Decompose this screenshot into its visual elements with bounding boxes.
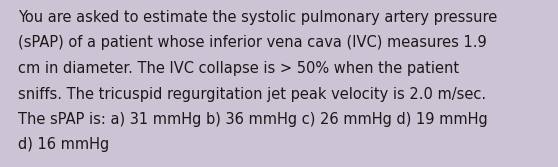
Text: sniffs. The tricuspid regurgitation jet peak velocity is 2.0 m/sec.: sniffs. The tricuspid regurgitation jet … bbox=[18, 87, 486, 102]
Text: The sPAP is: a) 31 mmHg b) 36 mmHg c) 26 mmHg d) 19 mmHg: The sPAP is: a) 31 mmHg b) 36 mmHg c) 26… bbox=[18, 112, 488, 127]
Text: d) 16 mmHg: d) 16 mmHg bbox=[18, 137, 109, 152]
Text: You are asked to estimate the systolic pulmonary artery pressure: You are asked to estimate the systolic p… bbox=[18, 10, 497, 25]
Text: cm in diameter. The IVC collapse is > 50% when the patient: cm in diameter. The IVC collapse is > 50… bbox=[18, 61, 459, 76]
Text: (sPAP) of a patient whose inferior vena cava (IVC) measures 1.9: (sPAP) of a patient whose inferior vena … bbox=[18, 36, 487, 50]
